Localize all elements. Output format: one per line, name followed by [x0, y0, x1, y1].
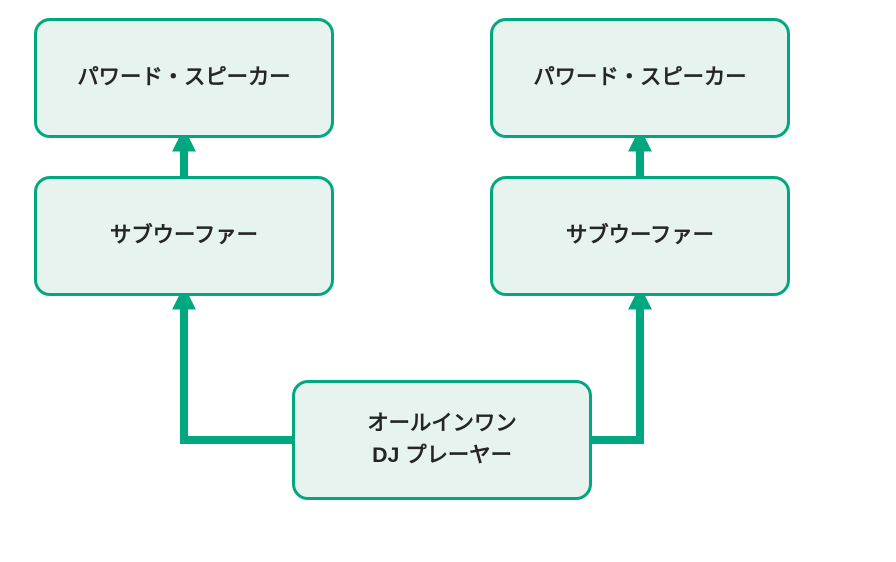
node-sub-right: サブウーファー: [490, 176, 790, 296]
node-label: サブウーファー: [566, 220, 714, 252]
node-speaker-left: パワード・スピーカー: [34, 18, 334, 138]
diagram-stage: パワード・スピーカー パワード・スピーカー サブウーファー サブウーファー オー…: [0, 0, 896, 562]
node-label: オールインワン DJ プレーヤー: [367, 408, 516, 472]
node-sub-left: サブウーファー: [34, 176, 334, 296]
node-label: パワード・スピーカー: [533, 62, 746, 94]
node-label: パワード・スピーカー: [77, 62, 290, 94]
node-label: サブウーファー: [110, 220, 258, 252]
node-player: オールインワン DJ プレーヤー: [292, 380, 592, 500]
node-speaker-right: パワード・スピーカー: [490, 18, 790, 138]
